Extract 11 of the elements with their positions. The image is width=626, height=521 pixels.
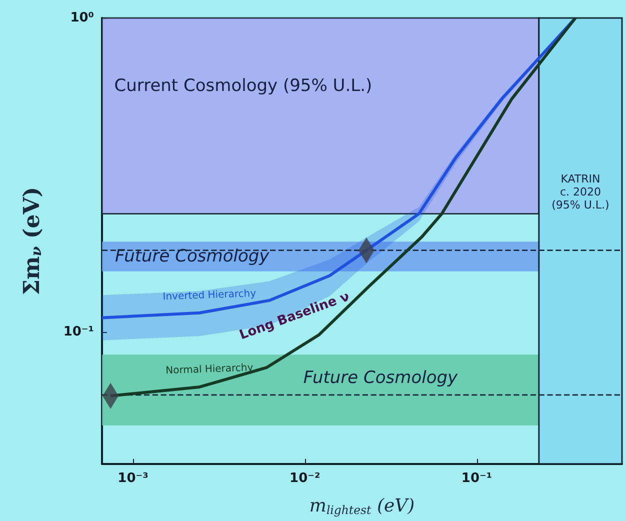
band-label: Future Cosmology [303, 368, 459, 388]
y-tick-label: 10⁰ [70, 10, 94, 26]
band-label: KATRIN c. 2020 (95% U.L.) [552, 172, 610, 212]
x-tick-label: 10⁻³ [118, 470, 148, 486]
band-label: Future Cosmology [115, 246, 270, 266]
x-tick-label: 10⁻² [290, 470, 320, 486]
series-label: Normal Hierarchy [165, 362, 254, 377]
x-tick-label: 10⁻¹ [461, 470, 492, 486]
y-axis-title: Σmν (eV) [19, 186, 46, 296]
band-label: Current Cosmology (95% U.L.) [114, 76, 372, 96]
series-label: Inverted Hierarchy [162, 288, 256, 303]
